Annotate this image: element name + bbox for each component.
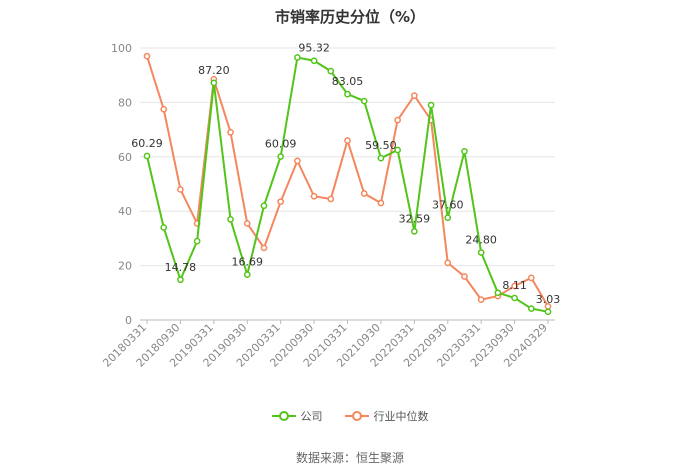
series-0-point-11 (327, 67, 335, 75)
series-0-point-1 (160, 224, 168, 231)
data-label-0: 60.29 (131, 137, 163, 150)
data-label-22: 8.11 (502, 279, 527, 292)
series-1-point-5 (227, 128, 234, 136)
data-label-24: 3.03 (536, 293, 561, 306)
data-labels: 60.29 14.78 87.20 16.69 60.09 95.32 83.05 59.50… (131, 42, 560, 306)
series-0-point-21 (494, 289, 502, 297)
y-tick-label-0: 0 (125, 314, 132, 327)
y-tick-label-20: 20 (118, 260, 132, 273)
data-label-14: 59.50 (365, 139, 397, 152)
legend: 公司 行业中位数 (0, 408, 700, 424)
series-0-point-17 (427, 101, 435, 109)
series-1-point-7 (260, 244, 268, 252)
series-1-point-9 (294, 157, 301, 165)
series-0-point-18 (444, 214, 452, 222)
series-1-point-10 (310, 192, 318, 200)
data-source-note: 数据来源：恒生聚源 (295, 451, 404, 465)
series-1-point-16 (410, 92, 418, 99)
data-label-10: 95.32 (298, 42, 330, 55)
data-label-16: 32.59 (399, 212, 431, 225)
axes: 0204060801002018033120180930201903312019… (100, 42, 555, 370)
series-0-point-19 (461, 148, 468, 155)
series-0-point-13 (360, 97, 368, 105)
series-0-point-5 (227, 216, 234, 223)
series-0-point-23 (527, 305, 535, 312)
legend-swatch-industry-median (344, 410, 369, 422)
series-lines (143, 52, 552, 316)
series-0-point-10 (310, 57, 318, 65)
series-0-point-6 (243, 271, 251, 278)
series-0-point-14 (377, 154, 385, 162)
series-1-point-8 (277, 198, 285, 206)
series-1-point-13 (360, 190, 368, 197)
series-1-point-19 (461, 273, 468, 280)
series-1-point-23 (527, 274, 535, 282)
chart-area: 0204060801002018033120180930201903312019… (100, 42, 560, 370)
series-0-point-8 (277, 153, 285, 160)
legend-label-industry-median: 行业中位数 (373, 410, 429, 423)
series-0-point-7 (260, 202, 268, 210)
series-1-point-22 (511, 282, 518, 290)
legend-label-company: 公司 (300, 410, 323, 423)
y-tick-label-40: 40 (118, 205, 132, 218)
series-0-point-16 (410, 228, 418, 235)
series-1-point-20 (477, 296, 485, 303)
y-tick-label-60: 60 (118, 151, 132, 164)
series-0-point-22 (511, 294, 518, 302)
y-tick-label-100: 100 (111, 42, 132, 55)
legend-item-company[interactable]: 公司 (271, 408, 323, 424)
series-0-point-3 (193, 237, 201, 245)
legend-swatch-company (271, 410, 296, 422)
series-0-point-12 (344, 90, 351, 98)
series-1-point-14 (377, 199, 385, 207)
series-1-point-6 (243, 220, 251, 227)
series-0-point-2 (177, 276, 184, 284)
y-tick-label-80: 80 (118, 96, 132, 109)
data-label-8: 60.09 (265, 138, 297, 151)
data-label-6: 16.69 (232, 256, 264, 269)
series-1-point-2 (177, 186, 184, 193)
legend-item-industry-median[interactable]: 行业中位数 (344, 408, 429, 424)
data-label-2: 14.78 (165, 261, 197, 274)
chart-title: 市销率历史分位（%） (274, 8, 426, 26)
series-1-point-1 (160, 105, 168, 113)
data-label-20: 24.80 (465, 234, 497, 247)
data-label-18: 37.60 (432, 199, 464, 212)
series-1-point-18 (444, 259, 452, 267)
data-label-12: 83.05 (332, 75, 364, 88)
series-1-point-0 (143, 52, 151, 60)
series-0-point-15 (394, 146, 401, 154)
series-1-point-12 (344, 137, 351, 144)
series-0-point-20 (477, 249, 485, 256)
data-label-4: 87.20 (198, 64, 230, 77)
series-1-point-11 (327, 195, 335, 203)
series-0-point-9 (294, 54, 301, 61)
series-0-point-24 (544, 308, 552, 316)
series-0-point-4 (210, 79, 218, 87)
series-1-point-15 (394, 116, 401, 124)
series-0-point-0 (143, 152, 151, 160)
